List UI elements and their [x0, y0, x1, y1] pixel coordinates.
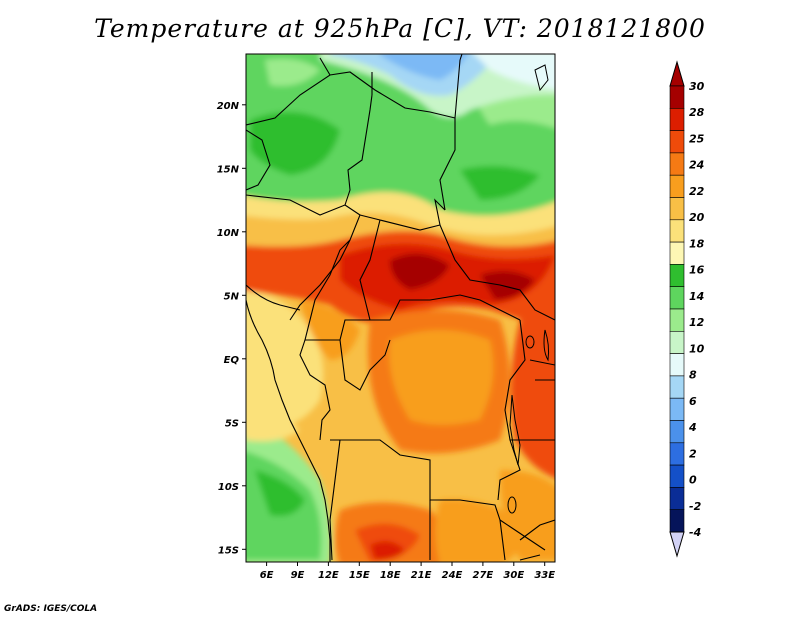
colorbar-label: 6 — [689, 395, 697, 408]
colorbar-segment — [669, 420, 685, 444]
map-frame — [245, 53, 556, 563]
lat-tick-label: 15N — [217, 164, 240, 175]
colorbar-segment — [669, 464, 685, 488]
lat-tick-label: 5S — [225, 418, 239, 429]
colorbar-segment — [669, 219, 685, 243]
colorbar-segment — [669, 152, 685, 176]
lon-tick-label: 18E — [380, 570, 401, 581]
colorbar — [669, 60, 685, 558]
lon-tick-label: 6E — [260, 570, 274, 581]
lat-tick-label: 15S — [218, 545, 239, 556]
colorbar-label: -4 — [689, 526, 701, 539]
map-title: Temperature at 925hPa [C], VT: 201812180… — [94, 14, 706, 43]
colorbar-label: 16 — [689, 264, 705, 277]
colorbar-segment — [669, 264, 685, 287]
colorbar-label: 30 — [689, 80, 705, 93]
colorbar-segment — [669, 130, 685, 154]
colorbar-label: 25 — [689, 132, 705, 145]
colorbar-label: 28 — [689, 106, 705, 119]
colorbar-under-arrow — [669, 531, 685, 558]
colorbar-label: 8 — [689, 369, 697, 382]
lon-tick-label: 9E — [291, 570, 305, 581]
colorbar-segment — [669, 375, 685, 399]
lon-tick-label: 15E — [349, 570, 370, 581]
lon-tick-label: 33E — [534, 570, 555, 581]
colorbar-segment — [669, 509, 685, 533]
colorbar-label: 12 — [689, 316, 705, 329]
colorbar-label: 4 — [688, 421, 697, 434]
country-borders — [246, 54, 555, 562]
colorbar-segment — [669, 353, 685, 377]
lon-tick-label: 27E — [473, 570, 494, 581]
lon-tick-label: 21E — [411, 570, 432, 581]
lat-tick-label: 10N — [217, 228, 240, 239]
lon-tick-label: 30E — [503, 570, 524, 581]
colorbar-segment — [669, 442, 685, 466]
colorbar-segment — [669, 397, 685, 421]
lat-tick-label: 10S — [218, 482, 239, 493]
colorbar-over-arrow — [669, 60, 685, 87]
colorbar-label: 24 — [689, 159, 704, 172]
colorbar-label: 20 — [689, 211, 705, 224]
colorbar-label: -2 — [689, 500, 702, 513]
lat-tick-label: 20N — [217, 101, 240, 112]
lakes — [507, 64, 550, 514]
colorbar-label: 2 — [689, 447, 697, 460]
colorbar-label: 14 — [689, 290, 704, 303]
colorbar-segment — [669, 241, 685, 265]
lat-tick-label: 5N — [224, 291, 240, 302]
colorbar-segment — [669, 487, 685, 510]
colorbar-label: 18 — [689, 237, 705, 250]
map-field — [246, 54, 555, 562]
latitude-axis: 20N 15N 10N 5N EQ 5S 10S 15S — [217, 101, 246, 556]
lon-tick-label: 24E — [442, 570, 463, 581]
lat-tick-label: EQ — [224, 355, 240, 366]
colorbar-label: 22 — [689, 185, 705, 198]
colorbar-segment — [669, 330, 685, 354]
colorbar-segment — [669, 286, 685, 310]
longitude-axis: 6E 9E 12E 15E 18E 21E 24E 27E 30E 33E — [260, 562, 555, 581]
colorbar-label: 0 — [689, 474, 697, 487]
grads-credit: GrADS: IGES/COLA — [4, 604, 98, 614]
colorbar-label: 10 — [689, 342, 705, 355]
colorbar-segment — [669, 197, 685, 221]
colorbar-segment — [669, 174, 685, 198]
colorbar-segment — [669, 108, 685, 131]
colorbar-segment — [669, 85, 685, 109]
colorbar-segment — [669, 308, 685, 332]
lon-tick-label: 12E — [318, 570, 339, 581]
